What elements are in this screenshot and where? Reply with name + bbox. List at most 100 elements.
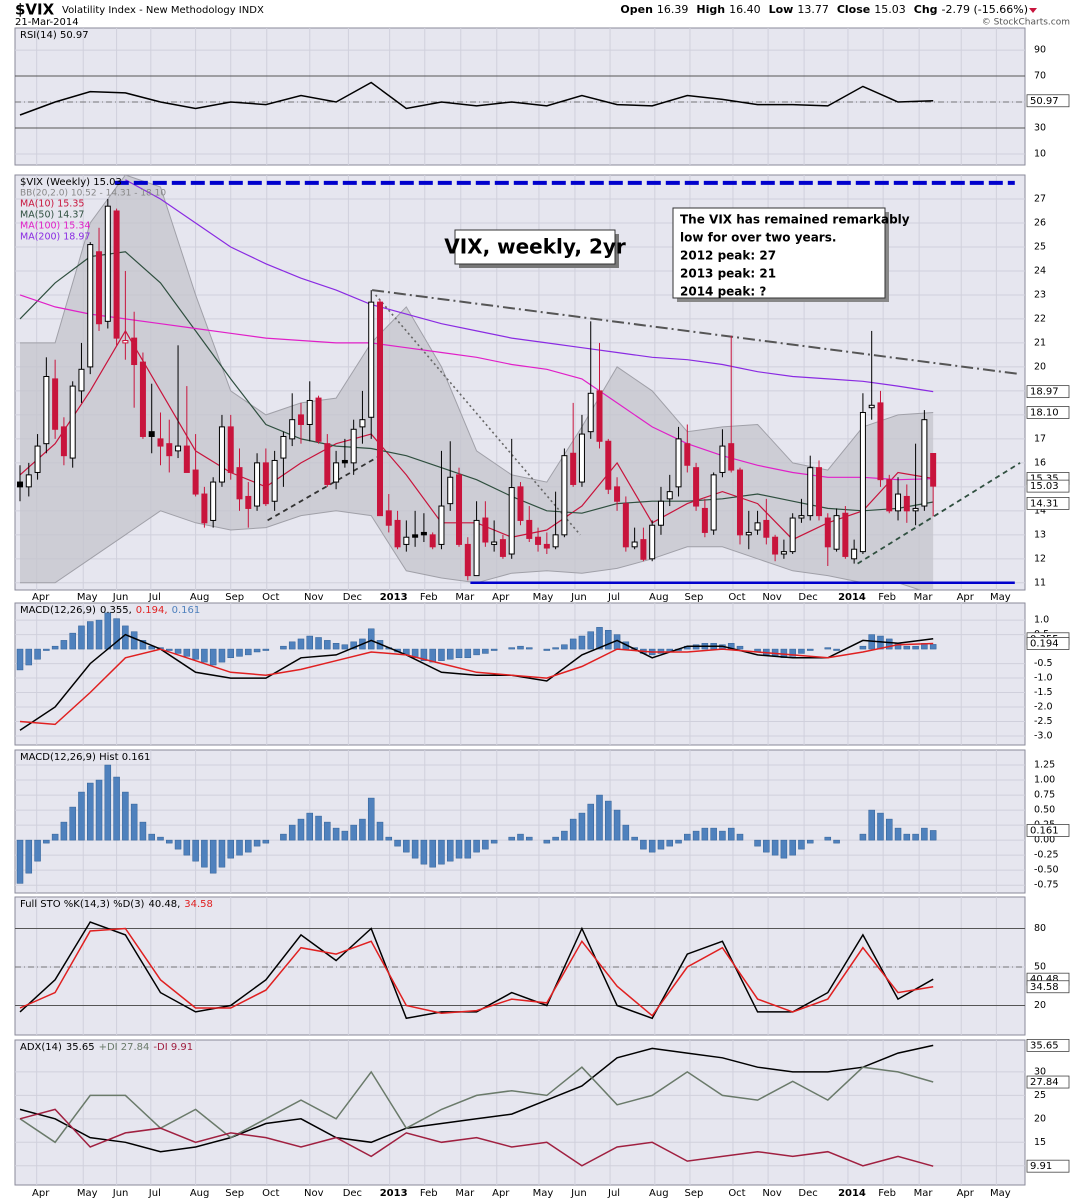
x-tick-label: Aug [190, 592, 210, 603]
candle-body [842, 512, 849, 557]
hist-bar [69, 806, 76, 841]
candle-body [131, 337, 138, 366]
x-tick-label: Mar [455, 1188, 475, 1199]
candle-body [341, 459, 348, 464]
macd-hist-bar [113, 618, 120, 650]
candle-body [684, 443, 691, 466]
x-tick-label: Oct [262, 592, 279, 603]
hist-bar [727, 827, 735, 841]
hist-bar [833, 839, 840, 844]
hist-bar [569, 818, 577, 841]
x-tick-label: Sep [685, 1188, 704, 1199]
panel-bg [14, 749, 1026, 894]
macd-hist-bar [34, 648, 41, 660]
hist-bar [613, 809, 621, 841]
legend-title: $VIX (Weekly) 15.03 [20, 177, 122, 188]
y-tick-label: 20 [1034, 361, 1046, 372]
candle-body [816, 467, 823, 517]
note-box [672, 207, 886, 299]
y-tick-label: 22 [1034, 313, 1046, 324]
hist-bar [763, 839, 770, 853]
x-tick-label: Apr [492, 592, 510, 603]
hist-bar [280, 833, 287, 841]
quote-value: 16.40 [729, 3, 761, 16]
macd-hist-bar [130, 631, 138, 650]
hist-bar [578, 812, 586, 841]
candle-body [886, 479, 893, 512]
candle-body [921, 419, 928, 507]
y-tick-label: -0.25 [1034, 850, 1059, 861]
candle-body [912, 507, 919, 512]
legend-entry: 35.65 [66, 1042, 95, 1053]
hist-bar [34, 839, 41, 862]
value-marker-box [1026, 824, 1070, 837]
macd-hist-bar [86, 621, 94, 650]
quote-label: Open [620, 3, 653, 16]
indicator-line [19, 1108, 934, 1167]
note-line: low for over two years. [680, 231, 836, 245]
y-tick-label: 11 [1034, 577, 1046, 588]
y-tick-label: 70 [1034, 71, 1046, 82]
candle-body [403, 536, 410, 545]
macd-hist-bar [16, 648, 24, 671]
macd-hist-bar [517, 645, 524, 650]
candle-body [596, 390, 603, 442]
x-tick-label: 2013 [380, 1188, 408, 1199]
y-tick-label: 80 [1034, 923, 1046, 934]
hist-bar [394, 839, 401, 847]
hist-bar [446, 839, 454, 862]
hist-bar [227, 839, 234, 859]
value-marker: 35.65 [1030, 1040, 1059, 1051]
candle-body [447, 476, 454, 505]
x-tick-label: Mar [914, 1188, 934, 1199]
moving-average [125, 179, 934, 393]
hist-bar [288, 824, 296, 841]
x-tick-label: Aug [190, 1188, 210, 1199]
candle-body [96, 251, 103, 325]
candle-body [245, 495, 252, 509]
instrument-name: Volatility Index - New Methodology INDX [62, 5, 264, 16]
trendline [371, 289, 1021, 376]
y-tick-label: 13 [1034, 529, 1046, 540]
hist-bar [420, 839, 428, 865]
candle-body [508, 487, 515, 555]
macd-hist-bar [245, 648, 252, 656]
candle-body [587, 392, 594, 433]
indicator-line [19, 1066, 934, 1144]
candle-body [482, 517, 489, 543]
macd-hist-bar [315, 637, 322, 650]
legend-entry: 40.48, [148, 899, 180, 910]
candle-body [52, 378, 59, 430]
y-tick-label: -1.5 [1034, 687, 1053, 698]
legend: RSI(14) 50.97 [20, 30, 89, 41]
hist-bar [95, 779, 103, 841]
value-marker: 14.31 [1030, 498, 1059, 509]
macd-hist-bar [297, 638, 305, 650]
legend: MACD(12,26,9) 0.355, 0.194, 0.161 [20, 605, 200, 616]
macd-hist-bar [253, 648, 261, 653]
candle-body [17, 481, 24, 488]
x-tick-label: May [533, 592, 554, 603]
candle-body [798, 515, 805, 519]
macd-hist-bar [798, 648, 805, 654]
hist-bar [332, 827, 340, 841]
candle-body [280, 435, 287, 459]
candle-body [359, 419, 366, 428]
y-tick-label: 17 [1034, 433, 1046, 444]
candle-body [78, 368, 85, 392]
x-tick-label: Feb [878, 592, 896, 603]
macd-hist-bar [508, 647, 515, 650]
hist-bar [482, 839, 489, 850]
panel [15, 897, 1025, 1035]
hist-bar [912, 833, 919, 841]
macd-hist-bar [490, 648, 498, 651]
y-tick-label: 15 [1034, 1137, 1046, 1148]
hist-bar [780, 839, 788, 859]
hist-bar [43, 839, 50, 844]
hist-bar [921, 827, 928, 841]
x-tick-label: 2014 [838, 592, 866, 603]
candle-body [605, 440, 612, 490]
candle-body [122, 340, 129, 344]
hist-bar [78, 791, 85, 841]
candle-body [254, 462, 261, 507]
